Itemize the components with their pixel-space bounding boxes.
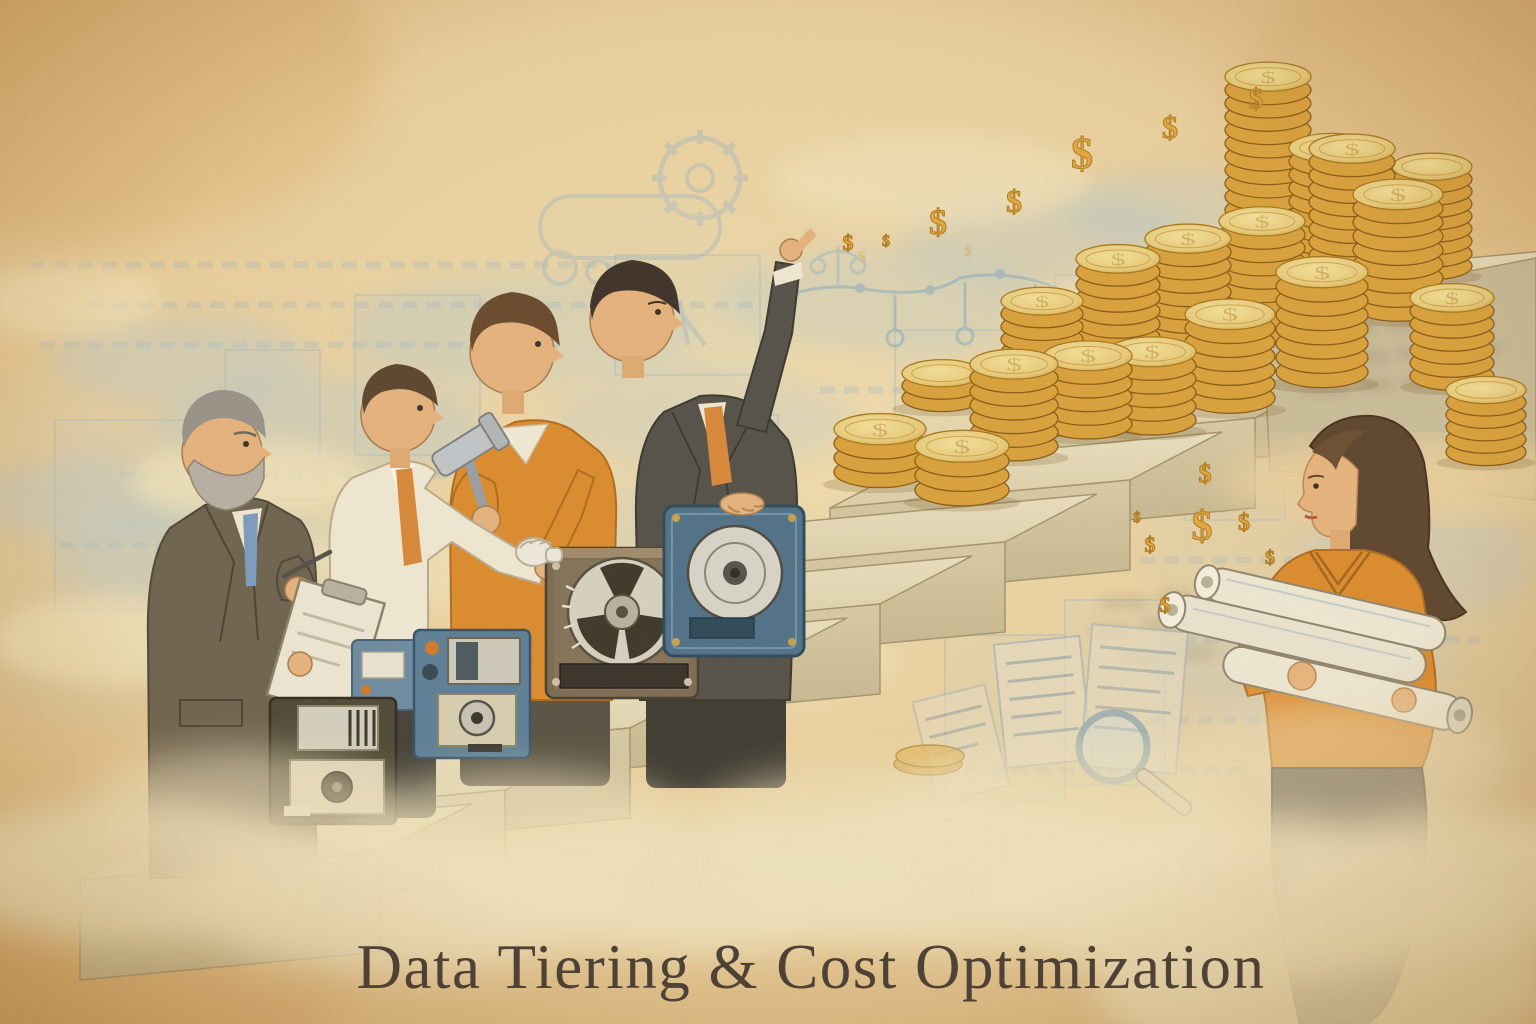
- caption-title: Data Tiering & Cost Optimization: [357, 932, 1266, 1002]
